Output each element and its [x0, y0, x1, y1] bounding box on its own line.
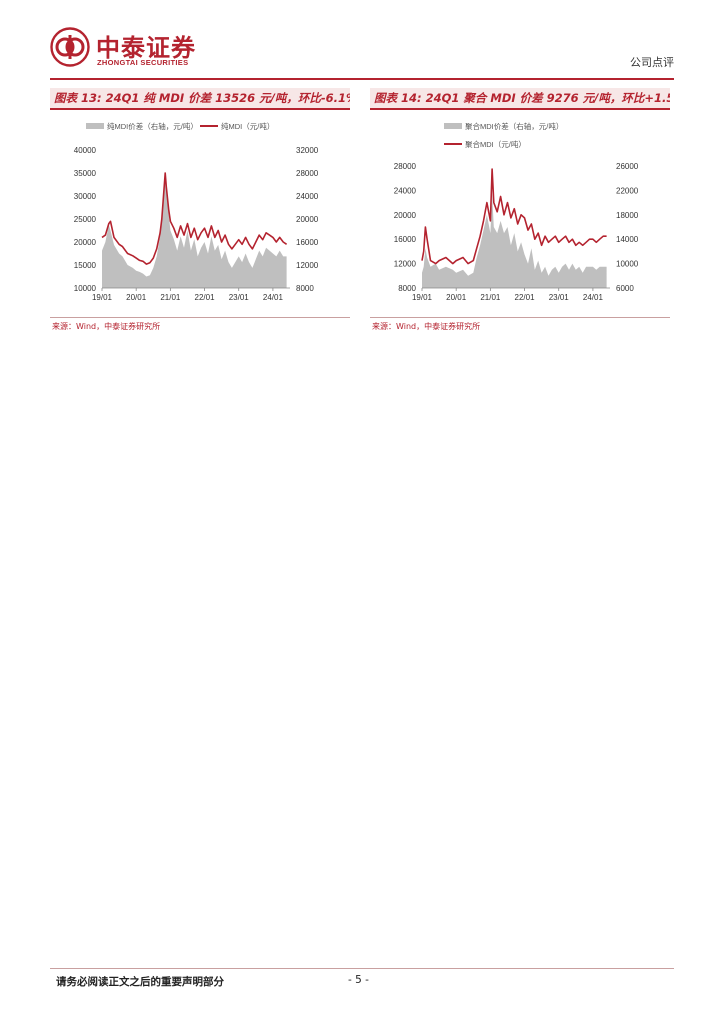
report-header: 中泰证券 ZHONGTAI SECURITIES 公司点评: [50, 26, 674, 76]
figure-14-chart: 聚合MDI价差（右轴，元/吨） 聚合MDI（元/吨） 8000 12000 16000 2…: [394, 121, 639, 302]
figure-13-title: 图表 13: 24Q1 纯 MDI 价差 13526 元/吨，环比-6.1%: [50, 88, 350, 110]
x-axis-tick-label: 20/01: [446, 293, 467, 302]
x-axis-tick-label: 22/01: [515, 293, 536, 302]
brand-name-cn: 中泰证券: [96, 34, 196, 62]
figure-14-source: 来源：Wind，中泰证券研究所: [372, 322, 481, 331]
right-axis-tick-label: 8000: [296, 284, 314, 293]
x-axis-tick-label: 24/01: [583, 293, 604, 302]
footer-disclaimer: 请务必阅读正文之后的重要声明部分: [56, 976, 224, 988]
right-axis-tick-label: 20000: [296, 215, 319, 224]
left-axis-tick-label: 28000: [394, 162, 417, 171]
left-axis-tick-label: 35000: [74, 169, 97, 178]
figure-13-source: 来源：Wind，中泰证券研究所: [52, 322, 161, 331]
legend-label-line: 聚合MDI（元/吨）: [465, 139, 526, 149]
document-type: 公司点评: [630, 56, 674, 69]
x-axis-tick-label: 21/01: [160, 293, 181, 302]
left-axis-tick-label: 10000: [74, 284, 97, 293]
right-axis-tick-label: 24000: [296, 192, 319, 201]
x-axis-tick-label: 19/01: [92, 293, 113, 302]
left-axis-tick-label: 40000: [74, 146, 97, 155]
left-axis-tick-label: 20000: [74, 238, 97, 247]
right-axis-tick-label: 10000: [616, 260, 639, 269]
series-line-price: [421, 168, 607, 265]
legend-swatch-area: [86, 123, 104, 129]
right-axis-tick-label: 28000: [296, 169, 319, 178]
brand-logo-icon: [50, 27, 90, 67]
x-axis-tick-label: 21/01: [480, 293, 501, 302]
brand-logo: 中泰证券 ZHONGTAI SECURITIES: [50, 26, 220, 70]
x-axis-tick-label: 23/01: [549, 293, 570, 302]
right-axis-tick-label: 16000: [296, 238, 319, 247]
left-axis-tick-label: 8000: [398, 284, 416, 293]
x-axis-tick-label: 19/01: [412, 293, 433, 302]
legend-label-area: 聚合MDI价差（右轴，元/吨）: [465, 121, 563, 131]
left-axis-tick-label: 15000: [74, 261, 97, 270]
figure-14-panel: 图表 14: 24Q1 聚合 MDI 价差 9276 元/吨，环比+1.5% 聚…: [370, 88, 670, 340]
legend-label-line: 纯MDI（元/吨）: [221, 121, 274, 131]
right-axis-tick-label: 6000: [616, 284, 634, 293]
right-axis-tick-label: 22000: [616, 186, 639, 195]
x-axis-tick-label: 20/01: [126, 293, 147, 302]
x-axis-tick-label: 22/01: [195, 293, 216, 302]
figure-13-source-divider: [50, 317, 350, 318]
left-axis-tick-label: 16000: [394, 235, 417, 244]
page-number: - 5 -: [348, 974, 369, 986]
legend-swatch-area: [444, 123, 462, 129]
right-axis-tick-label: 14000: [616, 235, 639, 244]
right-axis-tick-label: 12000: [296, 261, 319, 270]
left-axis-tick-label: 30000: [74, 192, 97, 201]
figure-13-chart: 纯MDI价差（右轴，元/吨） 纯MDI（元/吨） 10000 15000 20000 25…: [74, 121, 319, 302]
series-line-price: [101, 172, 288, 265]
series-area-spread: [102, 173, 287, 288]
x-axis-tick-label: 24/01: [263, 293, 284, 302]
left-axis-tick-label: 20000: [394, 211, 417, 220]
right-axis-tick-label: 18000: [616, 211, 639, 220]
legend-label-area: 纯MDI价差（右轴，元/吨）: [107, 121, 198, 131]
figure-14-title: 图表 14: 24Q1 聚合 MDI 价差 9276 元/吨，环比+1.5%: [370, 88, 670, 110]
right-axis-tick-label: 26000: [616, 162, 639, 171]
series-area-spread: [422, 193, 607, 288]
figure-14-source-divider: [370, 317, 670, 318]
x-axis-tick-label: 23/01: [229, 293, 250, 302]
header-divider: [50, 78, 674, 80]
figure-13-panel: 图表 13: 24Q1 纯 MDI 价差 13526 元/吨，环比-6.1% 纯…: [50, 88, 350, 340]
right-axis-tick-label: 32000: [296, 146, 319, 155]
brand-name-en: ZHONGTAI SECURITIES: [97, 58, 189, 67]
left-axis-tick-label: 24000: [394, 186, 417, 195]
left-axis-tick-label: 12000: [394, 260, 417, 269]
left-axis-tick-label: 25000: [74, 215, 97, 224]
footer-divider: [50, 968, 674, 969]
